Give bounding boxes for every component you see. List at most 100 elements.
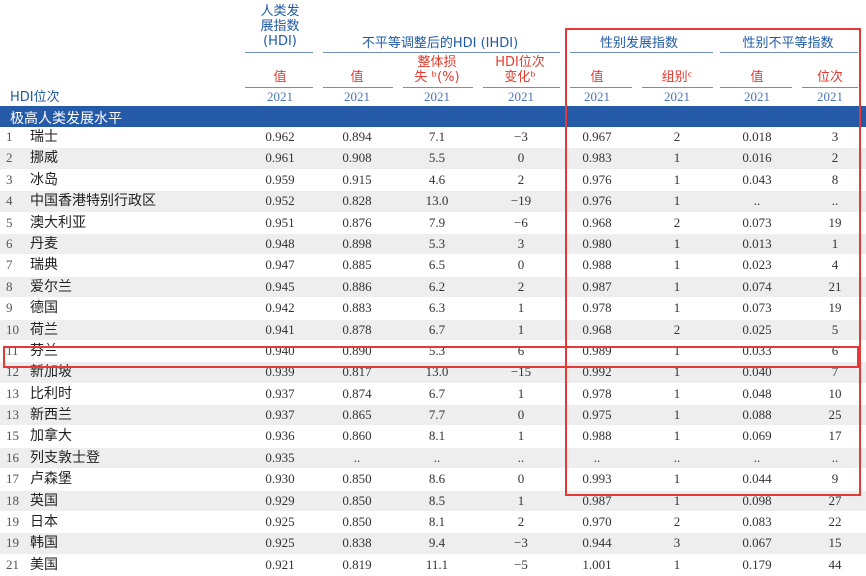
- cell-loss: 8.5: [428, 492, 446, 508]
- cell-hdi: 0.942: [265, 300, 295, 316]
- cell-ihdi: 0.860: [342, 428, 372, 444]
- cell-group: 1: [673, 492, 681, 508]
- hdi-rank: 19: [6, 535, 19, 551]
- year-label: 2021: [344, 89, 370, 104]
- cell-group: 2: [673, 129, 681, 144]
- table-row: 11 芬兰 0.940 0.890 5.3 6 0.989 1 0.033 6: [0, 341, 866, 363]
- cell-loss: 6.3: [428, 300, 446, 316]
- cell-gii-rank: 8: [831, 171, 839, 187]
- hdi-rank: 10: [6, 321, 19, 337]
- cell-ihdi: 0.850: [342, 514, 372, 530]
- cell-group: 1: [673, 300, 681, 316]
- cell-loss: 11.1: [425, 556, 449, 572]
- cell-change: −3: [514, 535, 528, 551]
- cell-hdi: 0.962: [265, 129, 295, 144]
- cell-hdi: 0.929: [265, 492, 295, 508]
- country-name: 新西兰: [30, 407, 72, 424]
- table-row: 18 英国 0.929 0.850 8.5 1 0.987 1 0.098 27: [0, 490, 866, 513]
- table-row: 6 丹麦 0.948 0.898 5.3 3 0.980 1 0.013 1: [0, 233, 866, 256]
- cell-group: 1: [673, 407, 681, 423]
- cell-gdi: 1.001: [582, 556, 612, 572]
- table-row: 17 卢森堡 0.930 0.850 8.6 0 0.993 1 0.044 9: [0, 469, 866, 491]
- cell-loss: 6.7: [428, 385, 446, 401]
- cell-group: 1: [673, 471, 681, 487]
- cell-gii: 0.067: [742, 535, 772, 551]
- cell-gdi: 0.970: [582, 514, 612, 530]
- cell-ihdi: 0.876: [342, 214, 372, 230]
- cell-group: 3: [673, 535, 681, 551]
- cell-gii-rank: ..: [831, 193, 839, 209]
- cell-gdi: 0.976: [582, 171, 612, 187]
- table-body: 1 瑞士 0.962 0.894 7.1 −3 0.967 2 0.018 3 2 挪威 0.961 0.…: [0, 127, 866, 576]
- cell-hdi: 0.925: [265, 535, 295, 551]
- table-row: 5 澳大利亚 0.951 0.876 7.9 −6 0.968 2 0.073 19: [0, 213, 866, 234]
- country-name: 美国: [30, 556, 58, 573]
- cell-gdi: 0.988: [582, 428, 612, 444]
- year-label: 2021: [744, 89, 770, 104]
- cell-group: 1: [673, 364, 681, 380]
- cell-gii: 0.018: [742, 129, 772, 144]
- hdi-rank: 18: [6, 492, 19, 508]
- cell-loss: 6.5: [428, 257, 446, 273]
- country-name: 芬兰: [30, 342, 58, 359]
- cell-loss: 13.0: [425, 364, 449, 380]
- gdi-group-header: 性别发展指数: [599, 36, 678, 51]
- table-row: 1 瑞士 0.962 0.894 7.1 −3 0.967 2 0.018 3: [0, 127, 866, 149]
- country-name: 英国: [30, 492, 58, 509]
- cell-gii: ..: [753, 449, 761, 465]
- cell-group: 1: [673, 150, 681, 166]
- cell-gdi: 0.987: [582, 492, 612, 508]
- cell-gii: 0.016: [742, 150, 772, 166]
- table-row: 19 日本 0.925 0.850 8.1 2 0.970 2 0.083 22: [0, 512, 866, 534]
- rank-column-label: HDI位次: [10, 90, 60, 105]
- table-row: 2 挪威 0.961 0.908 5.5 0 0.983 1 0.016 2: [0, 148, 866, 170]
- col-hdi-value: 值: [273, 70, 287, 85]
- cell-gii-rank: 19: [828, 300, 842, 316]
- cell-change: 1: [517, 385, 525, 401]
- cell-loss: 9.4: [428, 535, 446, 551]
- country-name: 爱尔兰: [30, 278, 72, 295]
- country-name: 韩国: [30, 535, 58, 552]
- cell-hdi: 0.941: [265, 321, 295, 337]
- cell-gii-rank: 27: [828, 492, 842, 508]
- cell-gii-rank: 3: [831, 129, 839, 144]
- table-row: 7 瑞典 0.947 0.885 6.5 0 0.988 1 0.023 4: [0, 255, 866, 277]
- cell-ihdi: 0.874: [342, 385, 372, 401]
- hdi-rank: 9: [6, 300, 13, 316]
- ihdi-group-underline: [323, 52, 560, 53]
- year-underline: [245, 87, 313, 88]
- hdi-rank: 11: [6, 342, 19, 358]
- cell-change: 1: [517, 300, 525, 316]
- cell-hdi: 0.930: [265, 471, 295, 487]
- year-label: 2021: [817, 89, 843, 104]
- cell-loss: 6.7: [428, 321, 446, 337]
- cell-ihdi: ..: [353, 449, 361, 465]
- cell-loss: 4.6: [428, 171, 446, 187]
- cell-ihdi: 0.898: [342, 235, 372, 251]
- cell-gii-rank: 19: [828, 214, 842, 230]
- gdi-group-underline: [570, 52, 713, 53]
- col-ihdi-value: 值: [350, 70, 364, 85]
- hdi-rank: 19: [6, 514, 19, 530]
- country-name: 日本: [30, 514, 58, 531]
- cell-loss: 8.1: [428, 514, 446, 530]
- cell-hdi: 0.952: [265, 193, 295, 209]
- table-row: 8 爱尔兰 0.945 0.886 6.2 2 0.987 1 0.074 21: [0, 276, 866, 299]
- cell-gii-rank: 21: [828, 278, 842, 294]
- country-name: 加拿大: [30, 428, 72, 445]
- col-gii-rank: 位次: [816, 70, 843, 85]
- cell-group: 1: [673, 171, 681, 187]
- hdi-rank: 3: [6, 171, 13, 187]
- cell-change: 0: [517, 150, 525, 166]
- year-label: 2021: [424, 89, 450, 104]
- cell-loss: 7.9: [428, 214, 446, 230]
- cell-loss: 8.6: [428, 471, 446, 487]
- hdi-group-underline: [245, 52, 313, 53]
- cell-group: 2: [673, 214, 681, 230]
- table-row: 4 中国香港特别行政区 0.952 0.828 13.0 −19 0.976 1....: [0, 191, 866, 213]
- cell-gii: 0.025: [742, 321, 772, 337]
- cell-hdi: 0.936: [265, 428, 295, 444]
- cell-gii: 0.043: [742, 171, 772, 187]
- table-row: 19 韩国 0.925 0.838 9.4 −3 0.944 3 0.067 15: [0, 533, 866, 555]
- cell-gii-rank: 10: [828, 385, 842, 401]
